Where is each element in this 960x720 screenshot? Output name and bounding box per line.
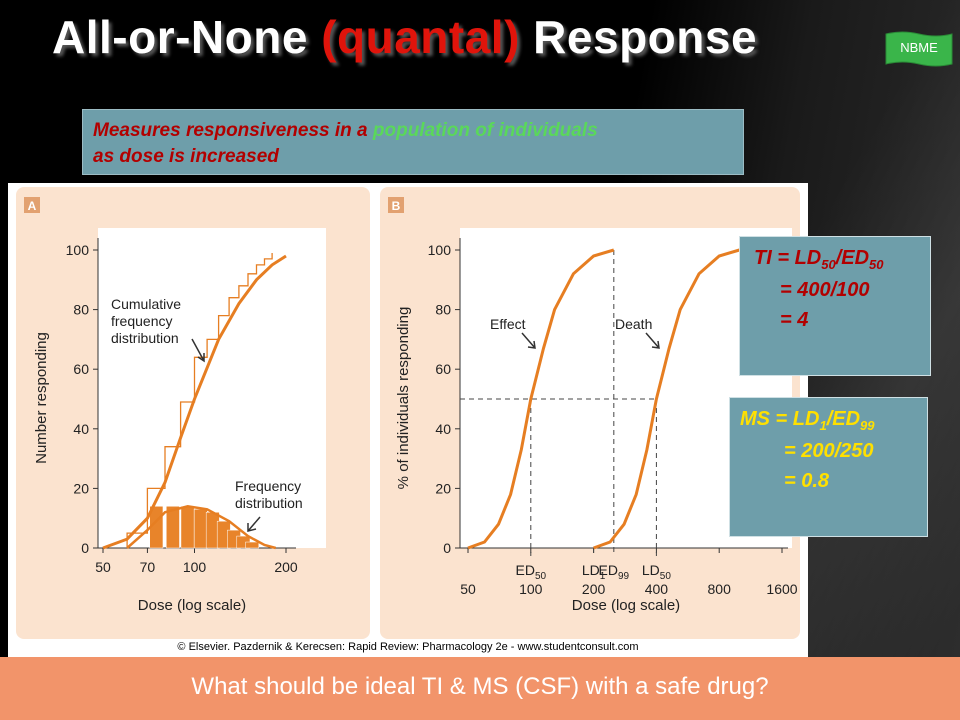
- figure-panel: A 0 20 40 60 80 100 50 70 100 200 Dose (log scale) N…: [8, 183, 808, 657]
- subtitle-part-a: Measures responsiveness in a: [93, 120, 373, 141]
- y-tick-label: 100: [66, 242, 90, 258]
- x-tick-label: 70: [140, 559, 156, 575]
- subtitle-line-2: as dose is increased: [93, 146, 279, 167]
- series-death-curve: [593, 248, 740, 550]
- y-tick-label: 100: [428, 242, 452, 258]
- y-tick-label: 0: [443, 540, 451, 556]
- subtitle-line-1: Measures responsiveness in a population …: [93, 118, 733, 144]
- y-tick-label: 60: [435, 361, 451, 377]
- ti-box: TI = LD50/ED50 = 400/100 = 4: [739, 236, 931, 376]
- annotation-arrow: [645, 332, 660, 349]
- y-tick-label: 20: [435, 480, 451, 496]
- nbme-label: NBME: [900, 40, 938, 55]
- cumulative-curve: [102, 254, 287, 550]
- annotation-cumulative: distribution: [111, 330, 179, 346]
- plot-area-A: [98, 228, 326, 548]
- title-pre: All-or-None: [52, 11, 322, 63]
- x-tick-label: 200: [582, 581, 606, 597]
- panel-A-label-box: [24, 197, 40, 213]
- y-tick-label: 40: [73, 421, 89, 437]
- y-tick-label: 40: [435, 421, 451, 437]
- annotation-frequency: distribution: [235, 495, 303, 511]
- panel-B-label-box: [388, 197, 404, 213]
- panel-B-label: B: [392, 199, 401, 213]
- annotation-frequency: Frequency: [235, 478, 301, 494]
- annotation-arrow: [247, 516, 261, 532]
- ms-l1-mid: /ED: [826, 408, 861, 430]
- annotation-death: Death: [615, 316, 652, 332]
- annotation-arrow: [191, 338, 205, 363]
- ti-l1-sub2: 50: [869, 257, 884, 272]
- x-tick-label: 800: [708, 581, 732, 597]
- y-tick-label: 60: [73, 361, 89, 377]
- ms-l1-pre: MS = LD: [740, 408, 820, 430]
- slide-title: All-or-None (quantal) Response: [52, 10, 757, 64]
- question-banner: What should be ideal TI & MS (CSF) with …: [0, 657, 960, 720]
- x-tick-label: 100: [183, 559, 207, 575]
- x-axis-label-A: Dose (log scale): [138, 597, 246, 614]
- ms-l1-sub2: 99: [860, 418, 875, 433]
- x-tick-label: 50: [95, 559, 111, 575]
- x-marker-label: LD50: [642, 562, 671, 582]
- series-effect-curve: [467, 248, 615, 550]
- x-tick-label: 400: [645, 581, 669, 597]
- ms-line-1: MS = LD1/ED99: [740, 408, 875, 433]
- y-axis-label-B: % of individuals responding: [395, 307, 412, 490]
- histogram-bar: [245, 541, 260, 549]
- annotation-arrow: [521, 332, 536, 349]
- y-tick-label: 20: [73, 480, 89, 496]
- y-tick-label: 0: [81, 540, 89, 556]
- histogram-bar: [180, 506, 195, 549]
- question-text: What should be ideal TI & MS (CSF) with …: [191, 673, 769, 700]
- nbme-badge-shape: [885, 31, 953, 67]
- ti-line-2: = 400/100: [780, 279, 870, 301]
- ms-line-2: = 200/250: [784, 440, 874, 462]
- panel-A-label: A: [28, 199, 37, 213]
- ti-line-1: TI = LD50/ED50: [754, 247, 884, 272]
- title-post: Response: [519, 11, 758, 63]
- y-tick-label: 80: [73, 302, 89, 318]
- annotation-effect: Effect: [490, 316, 526, 332]
- x-tick-label: 50: [460, 581, 476, 597]
- histogram-bar: [166, 506, 180, 549]
- figure-credit: © Elsevier. Pazdernik & Kerecsen: Rapid …: [177, 641, 639, 653]
- x-tick-label: 1600: [766, 581, 797, 597]
- x-axis-label-B: Dose (log scale): [572, 597, 680, 614]
- y-tick-label: 80: [435, 302, 451, 318]
- ti-line-3: = 4: [780, 309, 809, 331]
- x-marker-label: LD1: [582, 562, 606, 582]
- histogram-bar: [193, 509, 208, 549]
- x-marker-label: ED99: [599, 562, 630, 582]
- annotation-cumulative: Cumulative: [111, 296, 181, 312]
- x-marker-label: ED50: [516, 562, 547, 582]
- x-tick-label: 100: [519, 581, 543, 597]
- annotation-cumulative: frequency: [111, 313, 172, 329]
- ms-line-3: = 0.8: [784, 470, 830, 492]
- subtitle-part-b: population of individuals: [372, 120, 598, 141]
- ti-l1-sub1: 50: [821, 257, 836, 272]
- nbme-badge[interactable]: NBME: [884, 30, 954, 68]
- x-tick-label: 200: [274, 559, 298, 575]
- ti-l1-pre: TI = LD: [754, 247, 822, 269]
- title-highlight: (quantal): [321, 11, 520, 63]
- ti-l1-mid: /ED: [835, 247, 870, 269]
- ms-l1-sub1: 1: [819, 418, 827, 433]
- ms-box: MS = LD1/ED99 = 200/250 = 0.8: [729, 397, 928, 537]
- subtitle-box: Measures responsiveness in a population …: [82, 109, 744, 175]
- frequency-curve: [126, 505, 277, 550]
- y-axis-label-A: Number responding: [33, 332, 50, 464]
